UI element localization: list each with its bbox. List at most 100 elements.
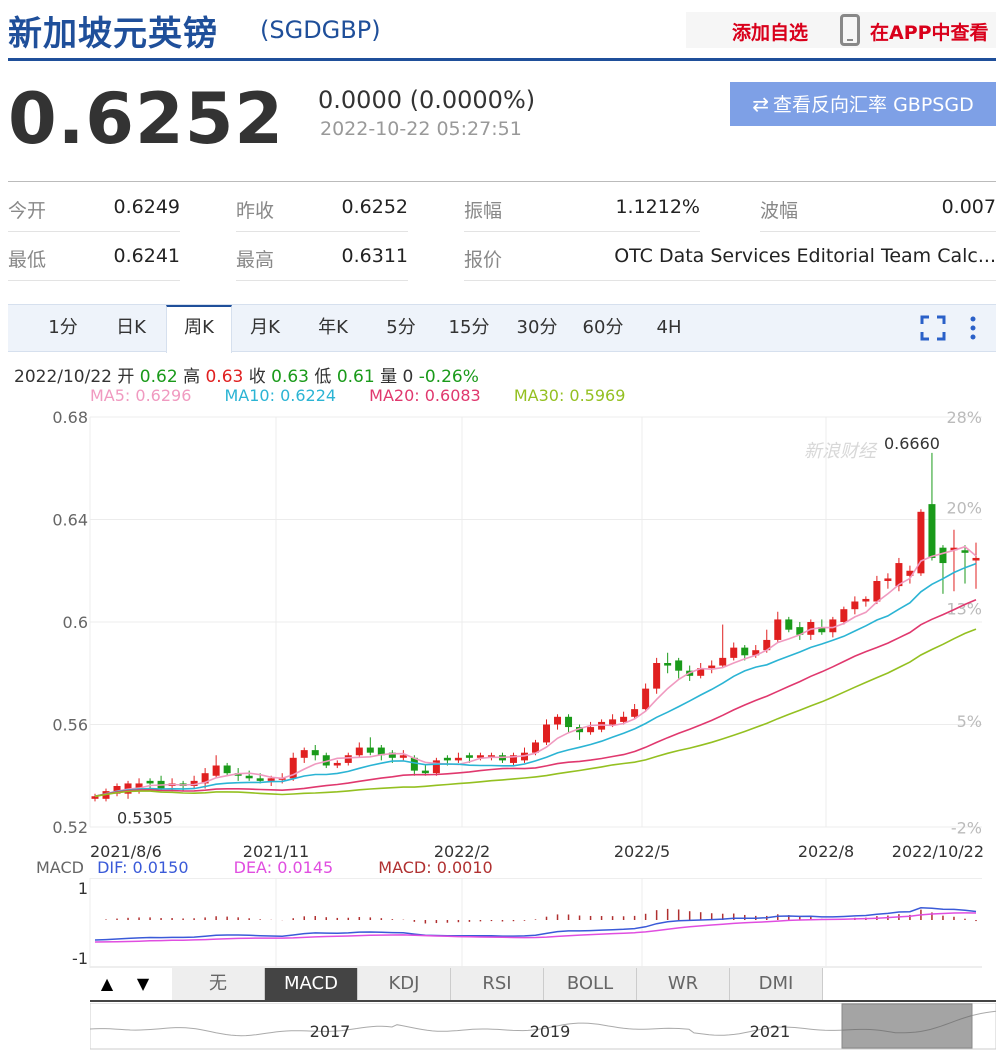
indicator-tab-macd[interactable]: MACD: [265, 968, 358, 1000]
candle-body: [862, 598, 870, 602]
indicator-tab-rsi[interactable]: RSI: [451, 968, 544, 1000]
navigator-window: [841, 1003, 973, 1049]
ohlc-readout: 2022/10/22 开 0.62 高 0.63 收 0.63 低 0.61 量…: [14, 362, 479, 387]
candle-body: [950, 547, 958, 551]
y-tick-label: 0.6: [63, 613, 88, 632]
tab-yearly[interactable]: 年K: [318, 317, 348, 338]
stat-value: 0.6311: [341, 245, 408, 267]
reverse-rate-button[interactable]: ⇄ 查看反向汇率 GBPSGD: [730, 82, 996, 126]
candle-body: [895, 563, 903, 587]
volume-value: 0: [402, 367, 414, 387]
candle-body: [410, 757, 418, 771]
candle-body: [201, 773, 209, 784]
candle-body: [454, 757, 462, 761]
current-price: 0.6252: [8, 78, 285, 160]
candle-body: [587, 727, 595, 733]
candle-body: [377, 747, 385, 756]
stat-value: 1.1212%: [615, 196, 700, 218]
watermark-logo: 新浪财经: [804, 441, 878, 462]
candle-body: [300, 750, 308, 758]
tab-1min[interactable]: 1分: [48, 317, 78, 338]
tab-15min[interactable]: 15分: [448, 317, 490, 338]
candle-body: [565, 716, 573, 728]
tab-5min[interactable]: 5分: [386, 317, 416, 338]
candle-body: [620, 716, 628, 722]
indicator-tab-kdj[interactable]: KDJ: [358, 968, 451, 1000]
ma10-legend: MA10: 0.6224: [224, 386, 337, 405]
tab-4h[interactable]: 4H: [656, 317, 682, 338]
ohlc-date: 2022/10/22: [14, 367, 112, 387]
ma30-legend: MA30: 0.5969: [513, 386, 626, 405]
indicator-tab-boll[interactable]: BOLL: [544, 968, 637, 1000]
stat-label: 最高: [236, 249, 275, 271]
phone-icon: [840, 14, 860, 46]
candle-body: [223, 765, 231, 774]
candle-body: [697, 668, 705, 676]
tab-30min[interactable]: 30分: [516, 317, 558, 338]
candle-body: [543, 724, 551, 743]
open-in-app-link[interactable]: 在APP中查看: [870, 22, 989, 44]
high-value: 0.63: [205, 367, 244, 387]
navigator-year-label: 2019: [530, 1022, 571, 1041]
indicator-tab-wr[interactable]: WR: [637, 968, 730, 1000]
open-value: 0.62: [139, 367, 178, 387]
y-tick-label: 0.52: [52, 818, 88, 837]
stat-value: 0.6249: [113, 196, 180, 218]
indicator-tab-none[interactable]: 无: [172, 968, 265, 1000]
candle-body: [432, 760, 440, 774]
more-menu-icon[interactable]: [966, 315, 980, 341]
y-tick-label: 0.68: [52, 408, 88, 427]
ma5-legend: MA5: 0.6296: [90, 386, 192, 405]
fullscreen-icon[interactable]: [920, 315, 946, 341]
candle-body: [884, 578, 892, 581]
macd-title: MACD: [36, 858, 84, 877]
indicator-tab-dmi[interactable]: DMI: [730, 968, 823, 1000]
candle-body: [873, 581, 881, 602]
page-title: 新加坡元英镑: [8, 14, 218, 54]
dif-line: [94, 907, 977, 941]
arrow-down-icon[interactable]: ▼: [136, 974, 150, 993]
volume-label: 量: [380, 367, 398, 387]
tab-monthly[interactable]: 月K: [250, 317, 280, 338]
tab-daily[interactable]: 日K: [116, 317, 146, 338]
candle-body: [333, 762, 341, 766]
candle-body: [972, 557, 980, 561]
ma10-line: [94, 562, 977, 798]
y-tick-label: 0.64: [52, 511, 88, 530]
candle-body: [818, 627, 826, 633]
x-tick-label: 2022/8: [798, 842, 854, 860]
candle-body: [554, 716, 562, 725]
close-value: 0.63: [271, 367, 309, 387]
pct-tick-label: -2%: [951, 818, 982, 837]
candle-body: [135, 783, 143, 792]
indicator-underline: [90, 1000, 996, 1002]
candle-body: [917, 511, 925, 574]
candle-body: [355, 747, 363, 756]
candlestick-chart[interactable]: 0.68 0.64 0.6 0.56 0.52 28% 20% 13% 5% -2% 2021/8/…: [0, 405, 998, 860]
candle-body: [774, 619, 782, 640]
x-tick-label: 2022/2: [434, 842, 490, 860]
tab-60min[interactable]: 60分: [582, 317, 624, 338]
macd-legend: MACD DIF: 0.0150 DEA: 0.0145 MACD: 0.001…: [36, 858, 493, 877]
stats-divider: [8, 181, 996, 182]
candle-body: [906, 570, 914, 576]
candle-body: [366, 747, 374, 753]
swap-arrows-icon: ⇄: [752, 92, 770, 116]
stat-value: 0.007: [941, 196, 996, 218]
candle-body: [267, 778, 275, 781]
candle-body: [653, 663, 661, 689]
add-watchlist-button[interactable]: 添加自选: [732, 22, 809, 44]
candle-body: [399, 755, 407, 758]
price-change: 0.0000 (0.0000%): [318, 86, 536, 114]
candle-body: [344, 755, 352, 763]
navigator-year-label: 2017: [310, 1022, 351, 1041]
ma-legend: MA5: 0.6296 MA10: 0.6224 MA20: 0.6083 MA…: [90, 386, 625, 405]
arrow-up-icon[interactable]: ▲: [100, 974, 114, 993]
range-navigator[interactable]: 2017 2019 2021: [90, 1003, 996, 1050]
ma20-legend: MA20: 0.6083: [369, 386, 481, 405]
indicator-tabbar: ▲ ▼ 无 MACD KDJ RSI BOLL WR DMI: [90, 968, 996, 1002]
stat-separator: [760, 231, 996, 232]
min-annotation: 0.5305: [117, 808, 173, 827]
candle-body: [708, 665, 716, 669]
tab-weekly[interactable]: 周K: [166, 305, 232, 353]
